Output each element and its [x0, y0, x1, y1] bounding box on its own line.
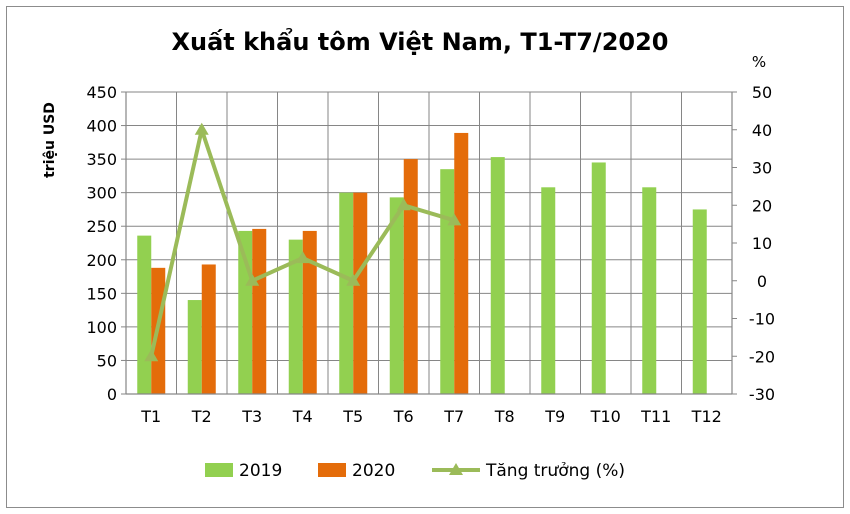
x-tick-label: T1	[140, 407, 161, 426]
x-tick-label: T10	[590, 407, 621, 426]
y2-tick-label: -10	[749, 310, 775, 329]
growth-point-t4	[295, 251, 310, 264]
axes: 0 50 100 150 200 250 300 350 400 450 -30 -20 -10 0 10 2…	[86, 83, 775, 426]
legend-label: 2020	[352, 461, 395, 481]
x-tick-label: T2	[191, 407, 212, 426]
chart-title: Xuất khẩu tôm Việt Nam, T1-T7/2020	[171, 26, 668, 56]
y-tick-label: 150	[86, 284, 117, 303]
y2-tick-label: 50	[752, 83, 772, 102]
bar-2019-t2	[187, 300, 202, 394]
y2-tick-label: 30	[752, 159, 772, 178]
y-tick-label: 300	[86, 184, 117, 203]
growth-point-t1	[144, 349, 159, 362]
y-tick-label: 250	[86, 217, 117, 236]
x-tick-label: T11	[640, 407, 671, 426]
bar-2019-t1	[137, 235, 152, 394]
bar-2020-t7	[454, 132, 469, 394]
bars	[137, 132, 707, 394]
y2-tick-label: -20	[749, 347, 775, 366]
x-tick-label: T9	[544, 407, 565, 426]
bar-2019-t10	[591, 162, 606, 394]
bar-2019-t5	[339, 192, 354, 394]
x-tick-label: T7	[443, 407, 464, 426]
growth-point-t3	[245, 273, 260, 286]
y-tick-label: 0	[107, 385, 117, 404]
y2-tick-label: 10	[752, 234, 772, 253]
bar-2019-t11	[642, 187, 657, 394]
legend-swatch-2020	[318, 463, 346, 477]
y2-tick-label: 40	[752, 121, 772, 140]
bar-2019-t6	[389, 197, 404, 394]
growth-point-t2	[194, 122, 209, 135]
growth-point-t7	[447, 213, 462, 226]
bar-2020-t3	[252, 228, 267, 394]
bar-2020-t4	[302, 230, 317, 394]
bar-2019-t7	[440, 169, 455, 394]
bar-2020-t5	[353, 192, 368, 394]
legend-label: Tăng trưởng (%)	[485, 461, 625, 481]
y-tick-label: 400	[86, 117, 117, 136]
legend-swatch-2019	[205, 463, 233, 477]
legend: 2019 2020 Tăng trưởng (%)	[205, 461, 625, 481]
growth-line	[144, 122, 462, 362]
y2-tick-label: -30	[749, 385, 775, 404]
x-tick-label: T12	[691, 407, 722, 426]
growth-point-t5	[346, 273, 361, 286]
bar-2019-t8	[490, 157, 505, 394]
y2-axis-label: %	[752, 53, 766, 71]
gridlines	[125, 91, 733, 394]
x-tick-label: T4	[292, 407, 313, 426]
x-tick-label: T3	[241, 407, 262, 426]
y-tick-label: 50	[97, 351, 117, 370]
bar-2019-t12	[692, 209, 707, 394]
legend-marker-growth	[449, 463, 463, 475]
x-tick-label: T6	[393, 407, 414, 426]
y-tick-label: 200	[86, 251, 117, 270]
y-tick-label: 350	[86, 150, 117, 169]
x-tick-label: T8	[494, 407, 515, 426]
bar-2020-t2	[201, 264, 216, 394]
y-axis-label: triệu USD	[42, 102, 58, 178]
legend-label: 2019	[239, 461, 282, 481]
y-tick-label: 100	[86, 318, 117, 337]
bar-2020-t6	[403, 159, 418, 394]
bar-2019-t9	[541, 187, 556, 394]
growth-point-t6	[396, 198, 411, 211]
y2-tick-label: 0	[757, 272, 767, 291]
y-tick-label: 450	[86, 83, 117, 102]
x-tick-label: T5	[342, 407, 363, 426]
y2-tick-label: 20	[752, 196, 772, 215]
bar-2019-t4	[288, 239, 303, 394]
